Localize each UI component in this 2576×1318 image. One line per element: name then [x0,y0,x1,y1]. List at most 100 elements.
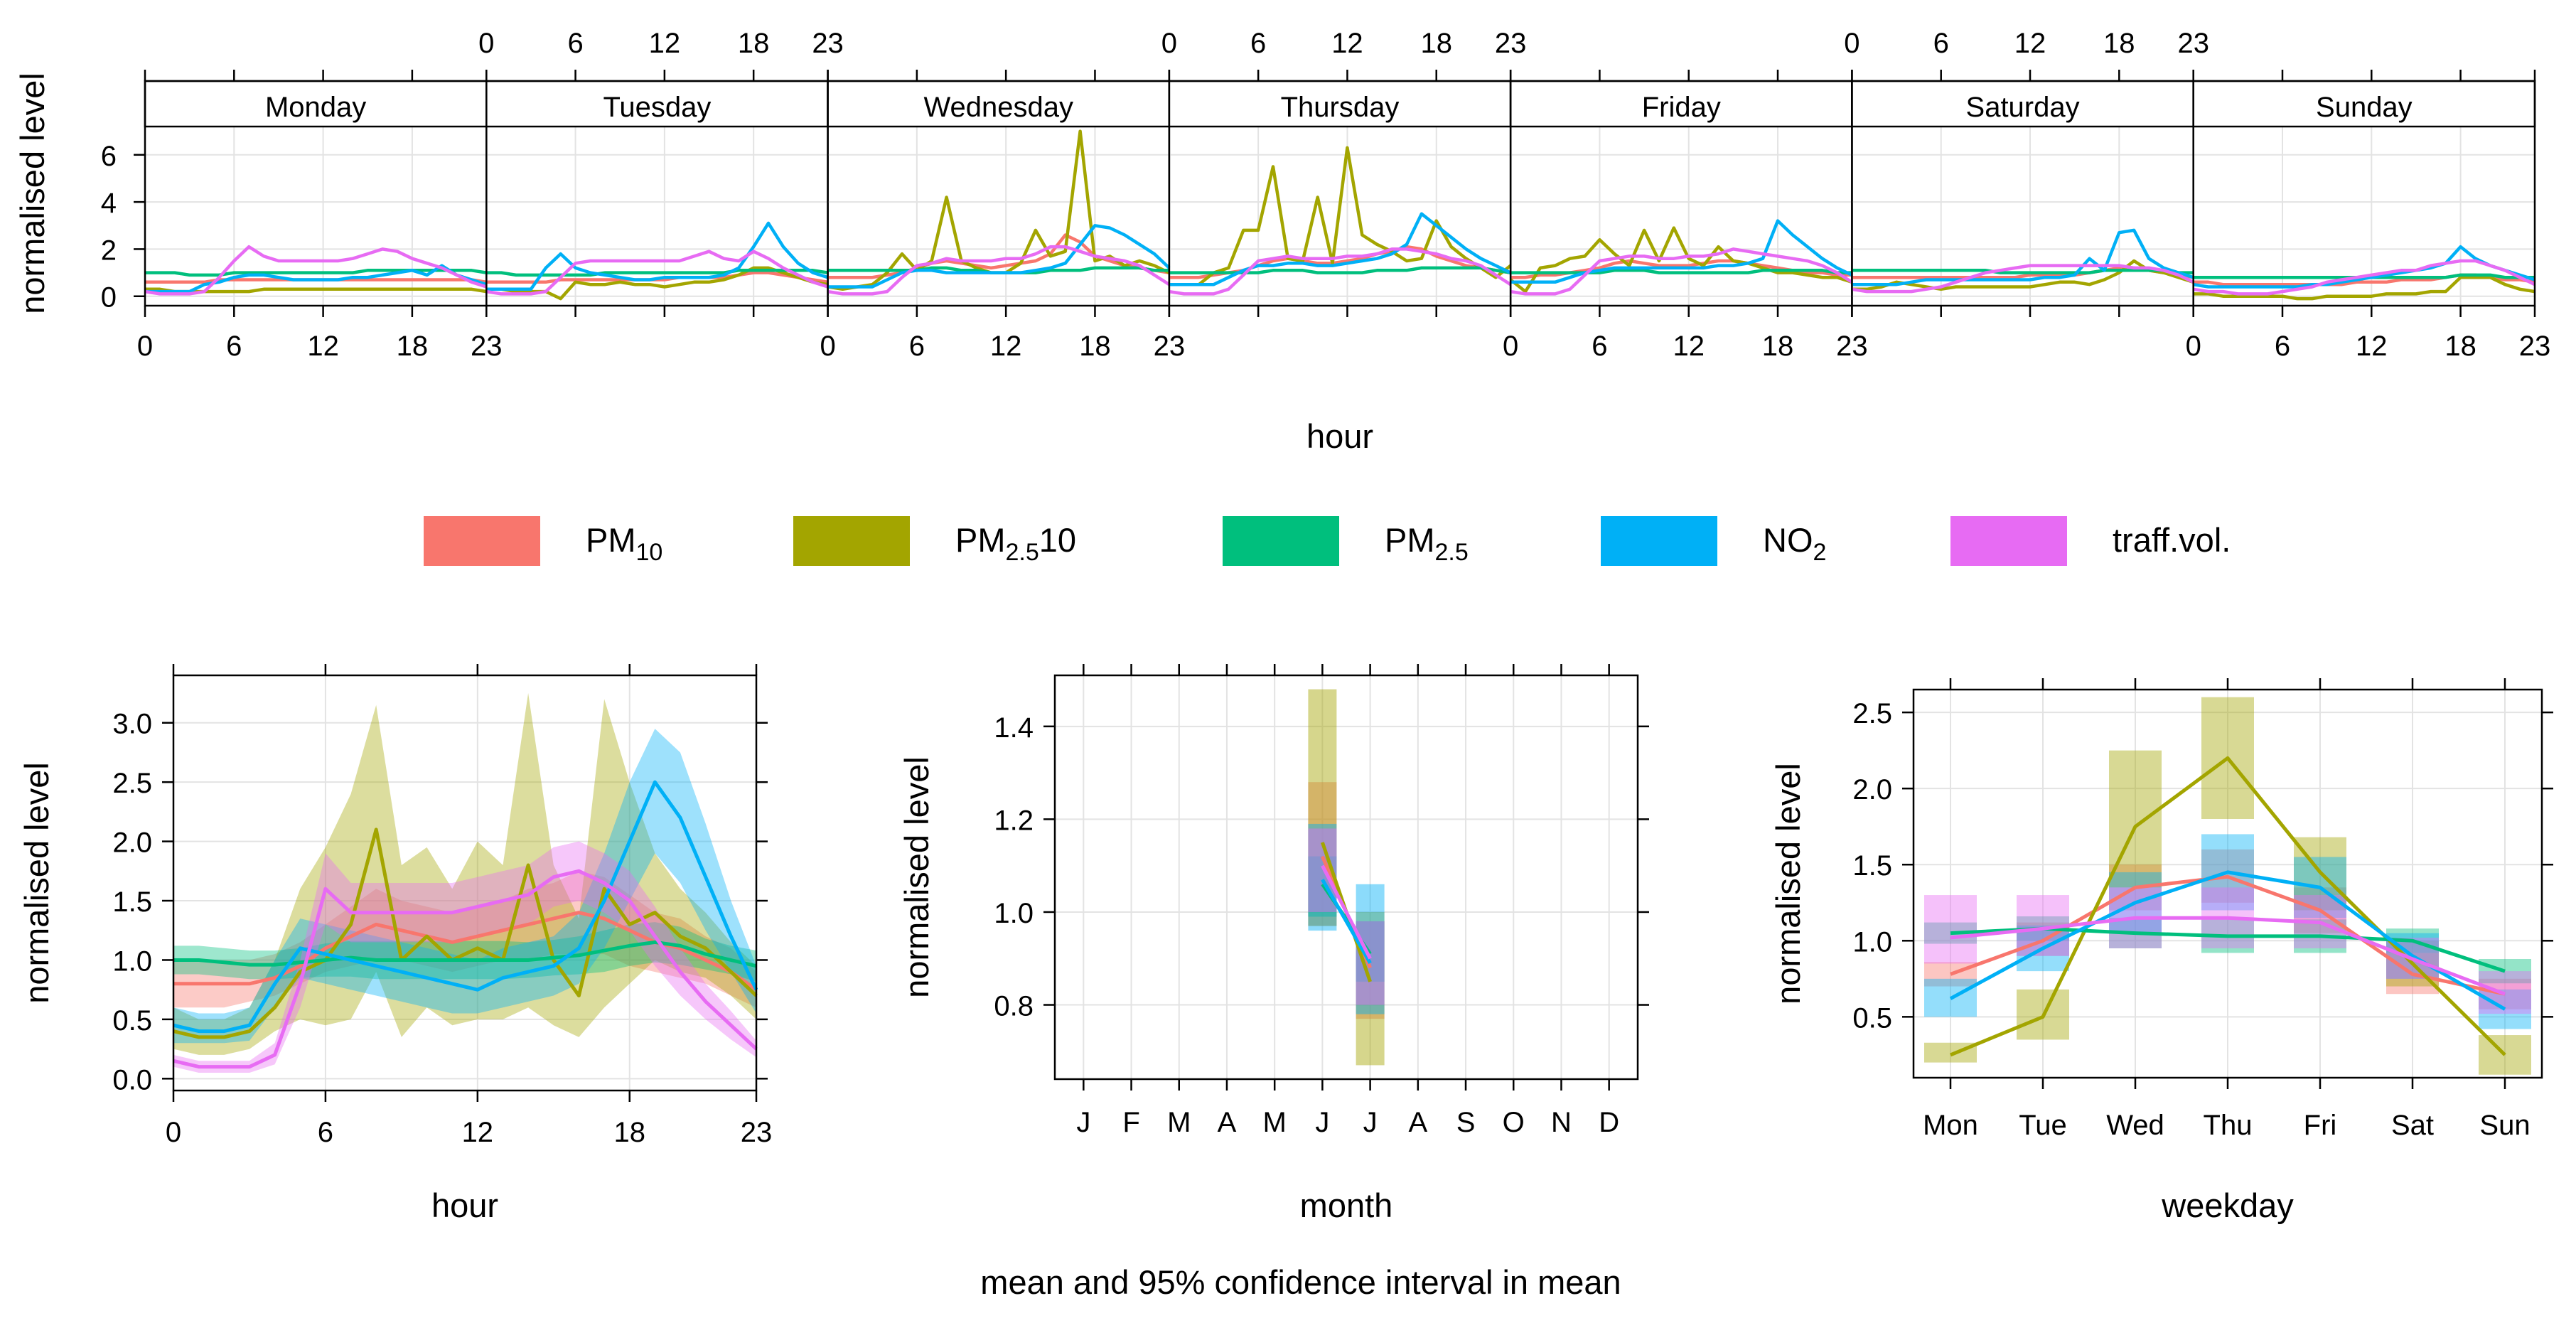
facet-label: Monday [265,92,366,123]
hour-panel: 0 6 12 18 23 0.0 0.5 1.0 1.5 2.0 2.5 3.0 normalised … [18,664,772,1224]
series-line-traffvol [2193,259,2535,296]
ci-box-pm25 [2479,958,2531,984]
facet-label: Saturday [1966,92,2080,123]
x-tick-label: M [1167,1107,1191,1138]
figure-caption: mean and 95% confidence interval in mean [980,1263,1621,1301]
series-line-no2 [1510,219,1853,284]
x-tick-label: S [1456,1107,1476,1138]
x-tick-label: 23 [741,1117,773,1148]
facet-label: Wednesday [923,92,1073,123]
series-line-traffvol [485,250,829,296]
mean-line-no2 [1321,879,1372,965]
y-tick-label: 2.0 [112,827,152,859]
x-tick-label: 12 [2356,331,2388,362]
facet-label: Friday [1642,92,1721,123]
x-tick-label: 23 [1495,28,1527,59]
y-tick-label: 2.5 [112,768,152,799]
y-tick-label: 0.5 [1852,1002,1892,1034]
plot-frame [1053,674,1639,1081]
facet-monday: Monday 0 6 12 18 23 [137,70,503,362]
x-tick-label: 23 [471,331,503,362]
mean-line-traffvol [1950,916,2506,996]
facet-strip [1851,80,2194,128]
series-line-no2 [1852,228,2194,286]
x-tick-label: 23 [812,28,844,59]
weekday-panel: Mon Tue Wed Thu Fri Sat Sun 0.5 1.0 1.5 2.0 2.5 norm… [1769,678,2553,1224]
legend-label: PM2.510 [955,521,1076,566]
facet-friday: Friday 0 6 12 18 23 [1503,70,1868,362]
y-tick-label: 6 [101,141,117,172]
x-tick-label: 6 [2275,331,2290,362]
legend-swatch [1950,516,2067,566]
x-tick-label: 12 [462,1117,494,1148]
legend-swatch [793,516,910,566]
x-tick-label: F [1122,1107,1139,1138]
x-tick-label: Mon [1923,1110,1978,1141]
x-axis-label: month [1300,1186,1393,1224]
x-tick-label: J [1315,1107,1329,1138]
x-tick-label: 23 [2177,28,2209,59]
x-tick-label: 6 [318,1117,333,1148]
legend-label: PM10 [586,521,662,566]
series-line-pm2510 [2193,275,2535,301]
x-tick-label: 6 [1250,28,1266,59]
x-tick-label: 23 [2519,331,2551,362]
x-axis-label: hour [1306,417,1373,455]
x-tick-label: 18 [2444,331,2476,362]
series-line-traffvol [1169,247,1512,296]
mean-line-no2 [1949,870,2506,1011]
facet-strip [2192,80,2536,128]
facet-sunday: Sunday 0 6 12 18 23 [2186,70,2551,362]
y-tick-label: 0 [101,282,117,314]
legend-label: NO2 [1763,521,1826,566]
x-tick-label: 12 [1331,28,1363,59]
x-tick-label: 18 [738,28,770,59]
legend-item-pm2510: PM2.510 [793,516,1076,566]
x-tick-label: J [1076,1107,1090,1138]
x-tick-label: O [1503,1107,1525,1138]
x-tick-label: D [1599,1107,1619,1138]
x-tick-label: 23 [1836,331,1868,362]
x-tick-label: Fri [2304,1110,2337,1141]
x-tick-label: 0 [2186,331,2201,362]
x-tick-label: 18 [1762,331,1794,362]
x-tick-label: 0 [478,28,494,59]
facet-label: Thursday [1281,92,1400,123]
x-tick-label: 0 [1161,28,1177,59]
x-tick-label: J [1363,1107,1378,1138]
legend-item-pm25: PM2.5 [1223,516,1469,566]
y-axis-label: normalised level [898,756,935,998]
series-line-no2 [145,264,487,294]
x-tick-label: 0 [137,331,153,362]
mean-line-pm2510 [1950,756,2506,1057]
x-tick-label: 12 [649,28,681,59]
y-axis-label: normalised level [14,73,51,314]
x-tick-label: 6 [567,28,583,59]
legend-item-pm10: PM10 [424,516,662,566]
series-line-pm25 [1510,269,1852,274]
y-tick-label: 1.0 [112,945,152,977]
x-tick-label: A [1218,1107,1237,1138]
x-tick-label: 18 [1079,331,1111,362]
y-tick-label: 1.0 [1852,926,1892,958]
x-tick-label: 23 [1154,331,1186,362]
y-tick-label: 1.0 [994,898,1034,929]
legend-swatch [424,516,540,566]
y-tick-label: 4 [101,188,117,219]
legend: PM10 PM2.510 PM2.5 NO2 traff.vol. [424,516,2231,566]
legend-swatch [1601,516,1717,566]
legend-label: PM2.5 [1385,521,1469,566]
y-tick-label: 1.5 [1852,850,1892,882]
facet-frame [2192,80,2536,307]
legend-item-no2: NO2 [1601,516,1826,566]
ci-box-pm10 [2479,978,2531,1009]
x-tick-label: 12 [990,331,1022,362]
x-tick-label: 12 [2014,28,2046,59]
mean-line-no2 [173,780,758,1034]
mean-line-pm2510 [173,827,758,1039]
x-tick-label: 0 [820,331,835,362]
ci-box-no2 [2479,989,2531,1029]
x-tick-label: 6 [1933,28,1949,59]
x-tick-label: 12 [1673,331,1705,362]
